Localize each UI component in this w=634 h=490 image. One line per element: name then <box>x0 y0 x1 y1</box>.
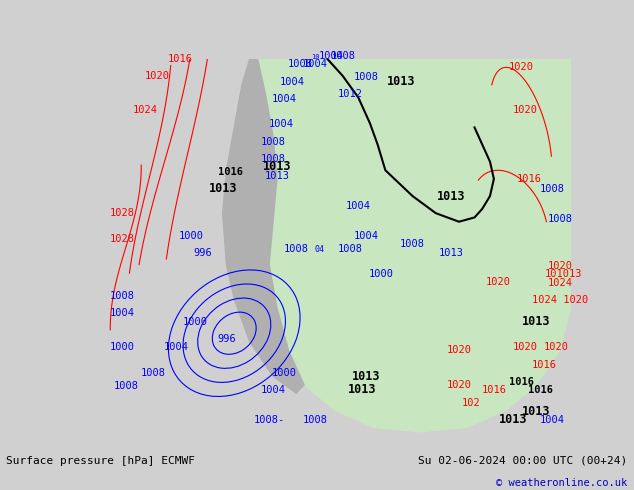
Text: 1004: 1004 <box>268 120 294 129</box>
Text: 1004: 1004 <box>261 385 285 395</box>
Text: 1000: 1000 <box>183 317 208 327</box>
Text: 1016: 1016 <box>167 54 193 64</box>
Text: 1008: 1008 <box>540 184 564 194</box>
Text: 04: 04 <box>314 245 325 254</box>
Text: 1020: 1020 <box>512 343 538 352</box>
Text: 1013: 1013 <box>499 413 527 426</box>
Text: 1020: 1020 <box>512 105 538 115</box>
Text: 1024: 1024 <box>133 105 158 115</box>
Text: 10: 10 <box>311 54 320 60</box>
Text: 1008: 1008 <box>284 244 309 254</box>
Text: 1013: 1013 <box>209 182 237 195</box>
Text: 1008-: 1008- <box>254 415 285 425</box>
Text: 996: 996 <box>194 248 212 258</box>
Text: 1016: 1016 <box>528 385 553 395</box>
Polygon shape <box>223 59 304 393</box>
Text: 1008: 1008 <box>330 51 355 61</box>
Text: 1020: 1020 <box>543 343 568 352</box>
Text: 1008: 1008 <box>338 244 363 254</box>
Text: 1013: 1013 <box>387 74 415 88</box>
Text: 1008: 1008 <box>110 291 134 301</box>
Text: Su 02-06-2024 00:00 UTC (00+24): Su 02-06-2024 00:00 UTC (00+24) <box>418 456 628 466</box>
Text: 1000: 1000 <box>110 343 134 352</box>
Text: Surface pressure [hPa] ECMWF: Surface pressure [hPa] ECMWF <box>6 456 195 466</box>
Text: 1008: 1008 <box>261 137 285 147</box>
Text: 1020: 1020 <box>145 71 169 81</box>
Text: 1008: 1008 <box>547 214 573 224</box>
Text: 1013: 1013 <box>262 160 291 173</box>
Text: 1004: 1004 <box>346 201 371 211</box>
Text: 1008: 1008 <box>261 154 285 164</box>
Text: 1013: 1013 <box>352 370 380 383</box>
Text: 1004: 1004 <box>164 343 189 352</box>
Text: 101013: 101013 <box>545 270 583 279</box>
Text: 1016: 1016 <box>532 360 557 369</box>
Text: 1013: 1013 <box>348 383 377 396</box>
Text: 1004: 1004 <box>540 415 564 425</box>
Text: 1024: 1024 <box>547 278 573 288</box>
Text: 1004: 1004 <box>280 76 305 87</box>
Text: 1013: 1013 <box>522 405 551 417</box>
Text: 1020: 1020 <box>446 380 472 390</box>
Text: 1020: 1020 <box>485 277 510 287</box>
Text: 1012: 1012 <box>338 89 363 99</box>
Text: 1008: 1008 <box>303 415 328 425</box>
Text: 1008: 1008 <box>354 72 378 82</box>
Text: 1004: 1004 <box>319 51 344 61</box>
Text: 1008: 1008 <box>288 59 313 70</box>
Text: 1016: 1016 <box>516 174 541 184</box>
Text: 1020: 1020 <box>508 62 533 73</box>
Text: 1004: 1004 <box>110 308 134 318</box>
Text: 1000: 1000 <box>179 231 204 241</box>
Text: 102: 102 <box>462 398 480 408</box>
Text: 1013: 1013 <box>437 190 465 203</box>
Text: 1024 1020: 1024 1020 <box>532 295 588 305</box>
Text: 1004: 1004 <box>272 94 297 104</box>
Text: 1000: 1000 <box>272 368 297 378</box>
Text: 1004: 1004 <box>354 231 378 241</box>
Text: 1016: 1016 <box>508 377 533 387</box>
Text: 1028: 1028 <box>110 234 134 244</box>
Text: 1008: 1008 <box>113 381 138 391</box>
Text: 1008: 1008 <box>400 240 425 249</box>
Text: © weatheronline.co.uk: © weatheronline.co.uk <box>496 478 628 488</box>
Text: 1020: 1020 <box>547 261 573 271</box>
Text: 1016: 1016 <box>481 385 507 395</box>
Text: 996: 996 <box>217 334 236 344</box>
Text: 1004: 1004 <box>303 59 328 70</box>
Polygon shape <box>234 59 571 432</box>
Text: 1016: 1016 <box>218 167 243 176</box>
Text: 1013: 1013 <box>522 315 551 328</box>
Text: 1028: 1028 <box>110 208 134 218</box>
Text: 1000: 1000 <box>369 270 394 279</box>
Polygon shape <box>304 59 567 423</box>
Text: 1013: 1013 <box>439 248 463 258</box>
Text: 1008: 1008 <box>140 368 165 378</box>
Text: 1020: 1020 <box>446 345 472 355</box>
Text: 1013: 1013 <box>264 171 289 181</box>
